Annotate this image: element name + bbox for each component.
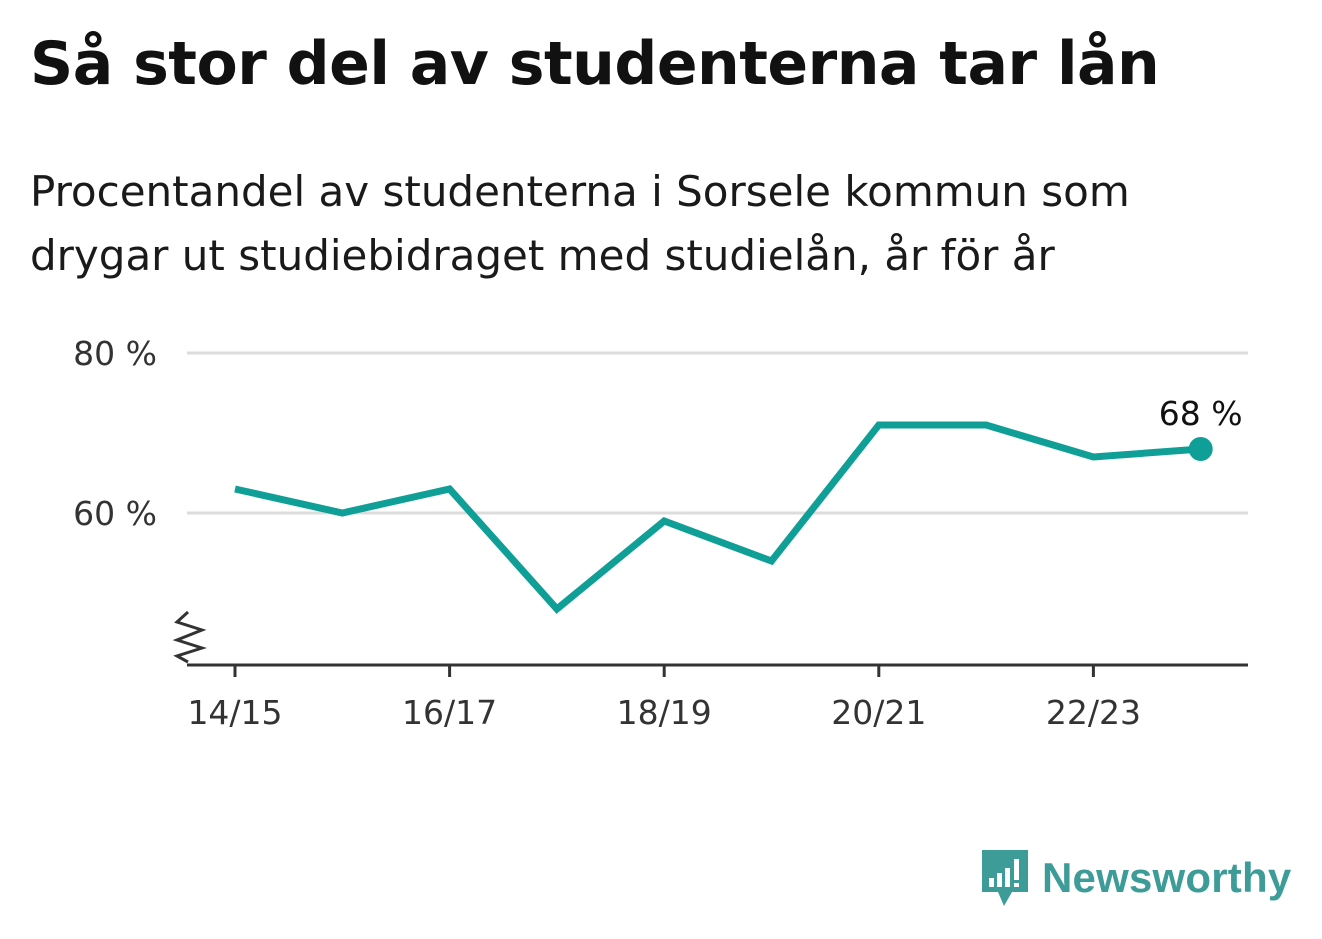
x-tick-label: 18/19 <box>617 693 712 732</box>
logo-text: Newsworthy <box>1042 854 1292 901</box>
end-point-marker <box>1188 437 1213 461</box>
series-line <box>234 421 1201 614</box>
x-tick-label: 20/21 <box>831 693 926 732</box>
y-tick-label: 60 % <box>73 494 157 533</box>
chart-title: Så stor del av studenterna tar lån <box>30 29 1160 99</box>
x-tick-label: 22/23 <box>1046 693 1141 732</box>
y-tick-label: 80 % <box>73 334 157 373</box>
newsworthy-logo: Newsworthy <box>980 848 1291 908</box>
chart-subtitle: Procentandel av studenterna i Sorsele ko… <box>30 167 1130 280</box>
x-tick-label: 16/17 <box>402 693 497 732</box>
x-tick-label: 14/15 <box>187 693 282 732</box>
end-value-label: 68 % <box>1159 394 1243 433</box>
y-axis-break-icon <box>172 610 207 664</box>
newsworthy-chart-bubble-icon <box>982 850 1028 906</box>
